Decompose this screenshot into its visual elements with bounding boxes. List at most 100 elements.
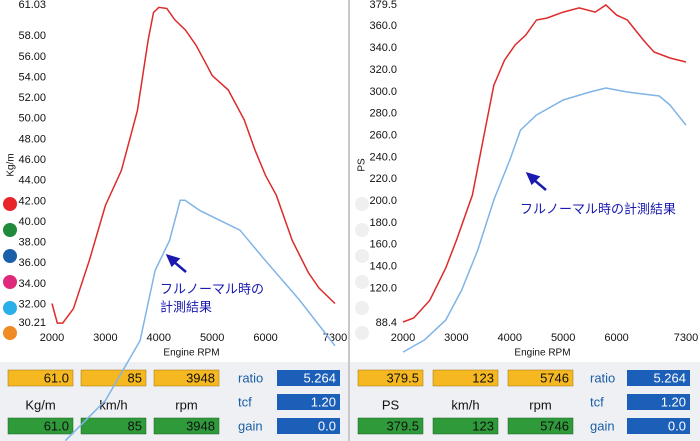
param-box (277, 418, 340, 434)
y-axis-label: Kg/m (6, 153, 17, 176)
unit-label: PS (382, 397, 400, 412)
x-tick-label: 7300 (674, 332, 698, 344)
param-box (277, 394, 340, 410)
y-tick-label: 40.00 (18, 216, 46, 228)
x-tick-label: 5000 (200, 332, 224, 344)
y-tick-label: 38.00 (18, 237, 46, 249)
y-tick-label: 54.00 (18, 71, 46, 83)
y-tick-label: 120.0 (369, 282, 397, 294)
y-tick-label: 30.21 (18, 317, 46, 329)
y-tick-label: 300.0 (369, 86, 397, 98)
value-box (357, 417, 424, 435)
param-value: 5.264 (653, 370, 686, 385)
y-tick-label: 240.0 (369, 151, 397, 163)
y-tick-label: 220.0 (369, 173, 397, 185)
param-box (277, 370, 340, 386)
unit-label: Kg/m (25, 397, 55, 412)
marker[interactable] (3, 249, 17, 263)
value-text: 85 (128, 418, 142, 433)
value-box (153, 369, 220, 387)
x-tick-label: 7300 (323, 332, 347, 344)
marker[interactable] (3, 326, 17, 340)
x-tick-label: 3000 (444, 332, 468, 344)
value-text: 3948 (186, 418, 215, 433)
series-line (402, 4, 687, 323)
param-label: tcf (238, 394, 252, 409)
value-text: 61.0 (44, 370, 69, 385)
y-tick-label: 61.03 (18, 0, 46, 11)
marker[interactable] (355, 249, 369, 263)
param-box (627, 370, 690, 386)
right-markers (355, 197, 369, 340)
value-text: 3948 (186, 370, 215, 385)
y-tick-label: 58.00 (18, 30, 46, 42)
y-tick-label: 260.0 (369, 129, 397, 141)
param-value: 1.20 (661, 394, 686, 409)
marker[interactable] (355, 326, 369, 340)
y-tick-label: 200.0 (369, 195, 397, 207)
y-axis-label: PS (357, 158, 368, 172)
y-tick-label: 160.0 (369, 239, 397, 251)
param-label: gain (590, 418, 615, 433)
marker[interactable] (3, 275, 17, 289)
value-box (432, 369, 499, 387)
value-box (153, 417, 220, 435)
x-axis-label: Engine RPM (514, 348, 570, 359)
y-tick-label: 140.0 (369, 261, 397, 273)
marker[interactable] (355, 301, 369, 315)
x-tick-label: 4000 (147, 332, 171, 344)
x-tick-label: 2000 (391, 332, 415, 344)
value-text: 123 (472, 418, 494, 433)
series-line (51, 6, 336, 324)
param-value: 5.264 (303, 370, 336, 385)
value-box (507, 369, 574, 387)
y-tick-label: 42.00 (18, 195, 46, 207)
marker[interactable] (3, 223, 17, 237)
y-tick-label: 88.4 (376, 317, 397, 329)
value-box (432, 417, 499, 435)
value-text: 85 (128, 370, 142, 385)
marker[interactable] (3, 197, 17, 211)
x-tick-label: 4000 (498, 332, 522, 344)
value-box (7, 369, 74, 387)
unit-label: km/h (451, 397, 479, 412)
marker[interactable] (355, 223, 369, 237)
marker[interactable] (355, 275, 369, 289)
x-tick-label: 5000 (551, 332, 575, 344)
y-tick-label: 34.00 (18, 278, 46, 290)
y-tick-label: 340.0 (369, 42, 397, 54)
param-label: ratio (238, 370, 263, 385)
marker[interactable] (3, 301, 17, 315)
y-tick-label: 50.00 (18, 113, 46, 125)
param-box (627, 418, 690, 434)
y-tick-label: 360.0 (369, 20, 397, 32)
param-value: 1.20 (311, 394, 336, 409)
y-tick-label: 46.00 (18, 154, 46, 166)
value-box (507, 417, 574, 435)
param-label: gain (238, 418, 263, 433)
param-value: 0.0 (318, 418, 336, 433)
x-tick-label: 6000 (604, 332, 628, 344)
arrow-head (165, 254, 181, 268)
y-tick-label: 56.00 (18, 51, 46, 63)
x-tick-label: 2000 (40, 332, 64, 344)
series-line (64, 199, 336, 441)
annotation: 計測結果 (160, 300, 212, 316)
value-box (357, 369, 424, 387)
unit-label: km/h (99, 397, 127, 412)
param-label: tcf (590, 394, 604, 409)
value-text: 123 (472, 370, 494, 385)
y-tick-label: 379.5 (369, 0, 397, 11)
value-text: 5746 (540, 370, 569, 385)
y-tick-label: 320.0 (369, 64, 397, 76)
marker[interactable] (355, 197, 369, 211)
left-markers (3, 197, 17, 340)
param-label: ratio (590, 370, 615, 385)
y-tick-label: 180.0 (369, 217, 397, 229)
param-box (627, 394, 690, 410)
annotation: フルノーマル時の (160, 283, 264, 298)
y-tick-label: 36.00 (18, 257, 46, 269)
value-text: 379.5 (386, 418, 419, 433)
param-value: 0.0 (668, 418, 686, 433)
